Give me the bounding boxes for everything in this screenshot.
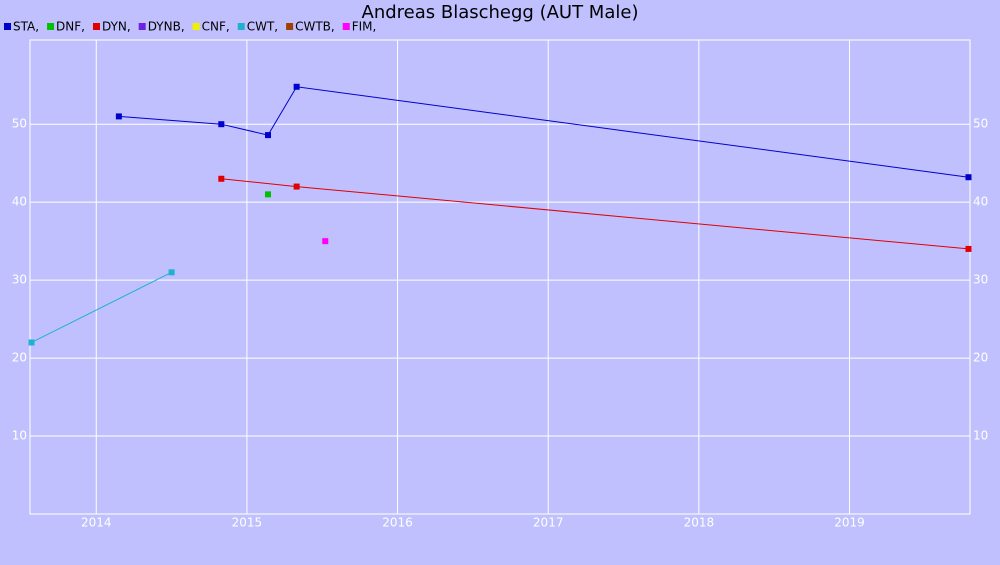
data-point [965, 174, 972, 181]
x-tick-label: 2019 [834, 516, 865, 530]
legend-swatch [47, 23, 55, 30]
legend-label: DYN, [102, 20, 131, 34]
legend-swatch [286, 23, 294, 30]
data-point [218, 175, 225, 182]
data-point [115, 113, 122, 120]
legend-swatch [138, 23, 146, 30]
y2-tick-label: 10 [973, 429, 988, 443]
data-point [265, 132, 272, 139]
x-tick-label: 2015 [232, 516, 263, 530]
legend-swatch [4, 23, 11, 30]
legend-label: DYNB, [148, 20, 185, 34]
legend-swatch [92, 23, 100, 30]
legend-label: CWTB, [295, 20, 335, 34]
x-tick-label: 2018 [684, 516, 715, 530]
legend-swatch [237, 23, 245, 30]
y2-tick-label: 50 [973, 117, 988, 131]
data-point [965, 245, 972, 252]
y-tick-label: 30 [12, 273, 27, 287]
plot-area [29, 39, 971, 515]
data-point [322, 238, 329, 245]
legend-label: STA, [13, 20, 39, 34]
legend-label: CWT, [247, 20, 278, 34]
legend-label: CNF, [202, 20, 230, 34]
legend-label: DNF, [56, 20, 85, 34]
legend-swatch [192, 23, 200, 30]
y-tick-label: 20 [12, 351, 27, 365]
legend-label: FIM, [352, 20, 377, 34]
x-tick-label: 2014 [81, 516, 112, 530]
data-point [168, 269, 175, 276]
y2-tick-label: 30 [973, 273, 988, 287]
data-point [28, 339, 35, 346]
y-tick-label: 10 [12, 429, 27, 443]
data-point [293, 83, 300, 90]
chart-title: Andreas Blaschegg (AUT Male) [362, 2, 639, 23]
series-line [31, 271, 172, 343]
y2-tick-label: 20 [973, 351, 988, 365]
data-point [218, 121, 225, 128]
data-point [265, 191, 272, 198]
y-tick-label: 50 [12, 117, 27, 131]
data-point [293, 183, 300, 190]
y2-tick-label: 40 [973, 195, 988, 209]
x-tick-label: 2016 [382, 516, 413, 530]
x-tick-label: 2017 [533, 516, 564, 530]
y-tick-label: 40 [12, 195, 27, 209]
legend-swatch [342, 23, 350, 30]
